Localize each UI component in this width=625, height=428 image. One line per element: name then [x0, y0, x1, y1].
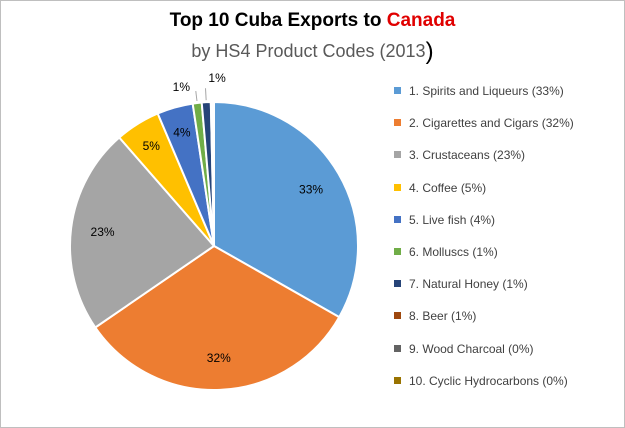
legend-label-6: 6. Molluscs (1%) — [409, 244, 498, 259]
legend-swatch-5 — [394, 215, 401, 223]
slice-label-7: 1% — [208, 71, 226, 85]
legend: 1. Spirits and Liqueurs (33%) 2. Cigarett… — [394, 84, 622, 406]
legend-label-9: 9. Wood Charcoal (0%) — [409, 341, 534, 356]
leader-line-7 — [205, 88, 207, 101]
legend-label-2: 2. Cigarettes and Cigars (32%) — [409, 116, 574, 131]
legend-swatch-6 — [394, 247, 401, 255]
legend-item-6: 6. Molluscs (1%) — [394, 245, 622, 277]
legend-item-5: 5. Live fish (4%) — [394, 213, 622, 245]
legend-item-4: 4. Coffee (5%) — [394, 181, 622, 213]
chart-title-prefix: Top 10 Cuba Exports to — [169, 10, 387, 31]
slice-label-5: 4% — [173, 125, 191, 139]
slice-label-3: 23% — [91, 225, 115, 239]
legend-swatch-4 — [394, 183, 401, 191]
legend-label-3: 3. Crustaceans (23%) — [409, 148, 526, 163]
legend-label-5: 5. Live fish (4%) — [409, 212, 496, 227]
legend-swatch-3 — [394, 151, 401, 159]
legend-label-7: 7. Natural Honey (1%) — [409, 277, 528, 292]
legend-label-8: 8. Beer (1%) — [409, 309, 477, 324]
legend-item-3: 3. Crustaceans (23%) — [394, 148, 622, 180]
legend-item-9: 9. Wood Charcoal (0%) — [394, 342, 622, 374]
pie-slice-1 — [213, 100, 359, 319]
legend-swatch-10 — [394, 376, 401, 384]
legend-swatch-8 — [394, 312, 401, 320]
legend-item-10: 10. Cyclic Hydrocarbons (0%) — [394, 374, 622, 406]
pie-slice-3 — [69, 136, 216, 329]
slice-label-6: 1% — [173, 80, 191, 94]
chart-subtitle: by HS4 Product Codes (2013) — [0, 38, 625, 66]
slice-label-1: 33% — [299, 182, 323, 196]
legend-label-10: 10. Cyclic Hydrocarbons (0%) — [409, 373, 568, 388]
legend-item-8: 8. Beer (1%) — [394, 309, 622, 341]
legend-swatch-9 — [394, 344, 401, 352]
legend-label-1: 1. Spirits and Liqueurs (33%) — [409, 84, 564, 98]
legend-swatch-7 — [394, 280, 401, 288]
slice-label-2: 32% — [207, 351, 231, 365]
legend-item-2: 2. Cigarettes and Cigars (32%) — [394, 116, 622, 148]
legend-swatch-1 — [394, 87, 401, 94]
legend-item-7: 7. Natural Honey (1%) — [394, 277, 622, 309]
slice-label-4: 5% — [143, 139, 161, 153]
legend-label-4: 4. Coffee (5%) — [409, 180, 487, 195]
leader-line-6 — [195, 91, 198, 102]
chart-title-accent: Canada — [386, 10, 456, 31]
legend-item-1: 1. Spirits and Liqueurs (33%) — [394, 84, 622, 116]
chart-title: Top 10 Cuba Exports to Canada — [0, 10, 625, 32]
legend-swatch-2 — [394, 119, 401, 127]
chart-subtitle-text: by HS4 Product Codes (2013 — [191, 41, 426, 61]
pie-slice-2 — [93, 244, 341, 391]
pie-slice-10 — [212, 100, 215, 247]
chart-subtitle-paren: ) — [425, 38, 434, 65]
